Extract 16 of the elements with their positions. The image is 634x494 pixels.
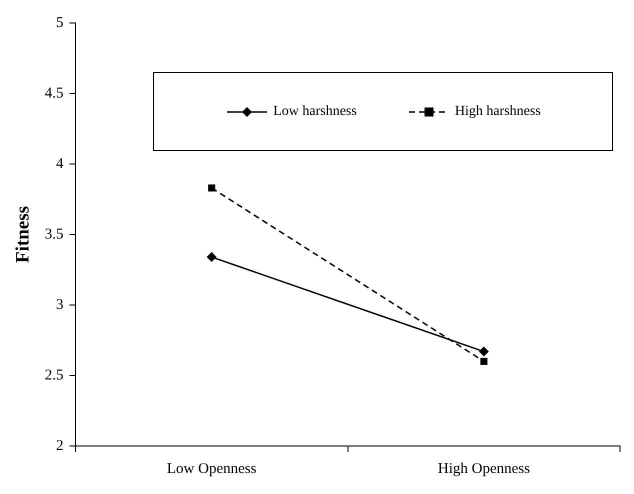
legend-label: Low harshness xyxy=(273,104,357,120)
point xyxy=(206,252,217,262)
y-tick-label: 4.5 xyxy=(44,85,64,102)
point xyxy=(208,184,216,192)
y-tick-label: 4 xyxy=(56,156,64,172)
x-tick-label: High Openness xyxy=(438,460,530,477)
y-tick-label: 2.5 xyxy=(44,367,64,384)
point xyxy=(478,346,489,357)
legend-label: High harshness xyxy=(454,104,541,120)
point xyxy=(480,358,488,365)
y-tick-label: 3.5 xyxy=(44,226,64,242)
y-tick-label: 3 xyxy=(56,296,64,313)
y-axis-title: Fitness xyxy=(12,206,34,263)
y-tick-label: 5 xyxy=(56,14,64,31)
x-tick-label: Low Openness xyxy=(166,460,257,477)
y-tick-label: 2 xyxy=(56,438,64,454)
